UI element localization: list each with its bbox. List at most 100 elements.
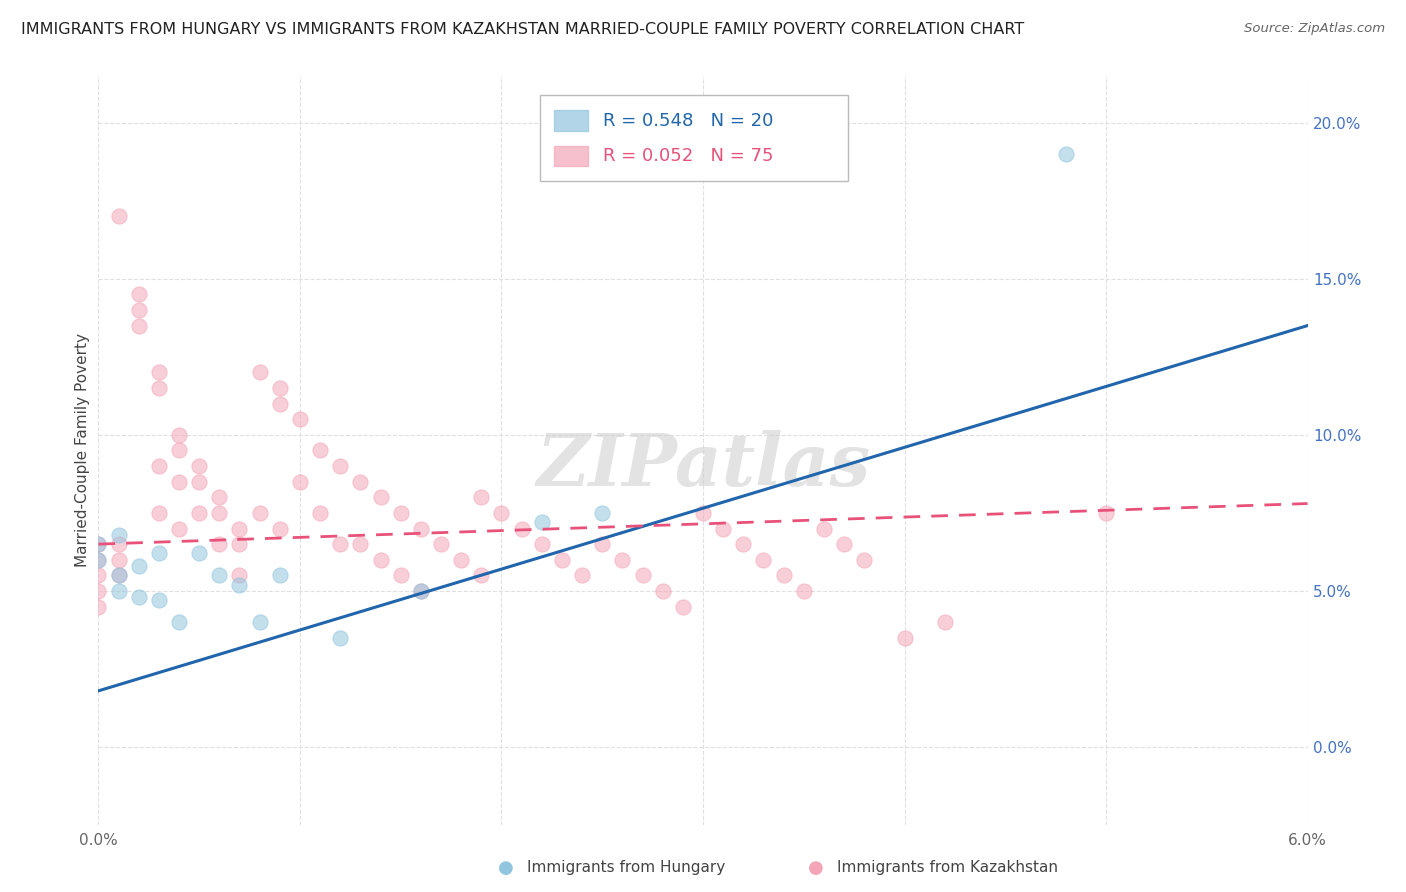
Point: [148, 593, 170, 607]
Point: [450, 552, 472, 567]
Point: [551, 552, 574, 567]
Point: [409, 521, 432, 535]
Point: [711, 521, 734, 535]
Point: [269, 521, 291, 535]
Point: [148, 506, 170, 520]
FancyBboxPatch shape: [540, 95, 848, 181]
Point: [107, 583, 129, 598]
Point: [87, 583, 110, 598]
Point: [249, 366, 271, 380]
Point: [87, 552, 110, 567]
Point: [228, 537, 250, 551]
Point: [249, 506, 271, 520]
Point: [752, 552, 775, 567]
Y-axis label: Married-Couple Family Poverty: Married-Couple Family Poverty: [75, 334, 90, 567]
Point: [813, 521, 835, 535]
Point: [128, 302, 150, 317]
Point: [148, 381, 170, 395]
Point: [87, 599, 110, 614]
Point: [167, 615, 190, 630]
Text: IMMIGRANTS FROM HUNGARY VS IMMIGRANTS FROM KAZAKHSTAN MARRIED-COUPLE FAMILY POVE: IMMIGRANTS FROM HUNGARY VS IMMIGRANTS FR…: [21, 22, 1025, 37]
Point: [772, 568, 794, 582]
Point: [188, 458, 211, 473]
Point: [208, 506, 231, 520]
Point: [309, 443, 332, 458]
Point: [128, 318, 150, 333]
Point: [107, 537, 129, 551]
Point: [733, 537, 755, 551]
Point: [208, 490, 231, 504]
Point: [107, 568, 129, 582]
Point: [188, 506, 211, 520]
Bar: [554, 145, 588, 167]
Point: [128, 591, 150, 605]
Point: [672, 599, 695, 614]
Point: [148, 546, 170, 561]
Point: [228, 568, 250, 582]
Point: [128, 287, 150, 301]
Point: [409, 583, 432, 598]
Point: [228, 578, 250, 592]
Point: [87, 537, 110, 551]
Point: [934, 615, 956, 630]
Point: [612, 552, 634, 567]
Point: [409, 583, 432, 598]
Point: [107, 209, 129, 223]
Text: ZIPatlas: ZIPatlas: [536, 430, 870, 501]
Point: [631, 568, 654, 582]
Point: [148, 458, 170, 473]
Point: [128, 558, 150, 574]
Text: R = 0.052   N = 75: R = 0.052 N = 75: [603, 147, 773, 165]
Point: [208, 537, 231, 551]
Point: [853, 552, 876, 567]
Point: [148, 366, 170, 380]
Point: [651, 583, 673, 598]
Point: [1054, 146, 1077, 161]
Text: ●: ●: [498, 859, 515, 877]
Point: [228, 521, 250, 535]
Point: [893, 631, 915, 645]
Point: [249, 615, 271, 630]
Point: [530, 515, 553, 529]
Text: R = 0.548   N = 20: R = 0.548 N = 20: [603, 112, 773, 129]
Point: [591, 537, 613, 551]
Point: [329, 537, 352, 551]
Point: [167, 443, 190, 458]
Bar: [554, 111, 588, 131]
Text: Immigrants from Hungary: Immigrants from Hungary: [527, 861, 725, 875]
Point: [329, 458, 352, 473]
Point: [470, 490, 492, 504]
Point: [389, 568, 412, 582]
Point: [167, 427, 190, 442]
Point: [793, 583, 815, 598]
Point: [288, 412, 311, 426]
Text: Source: ZipAtlas.com: Source: ZipAtlas.com: [1244, 22, 1385, 36]
Point: [470, 568, 492, 582]
Point: [188, 475, 211, 489]
Point: [288, 475, 311, 489]
Point: [269, 568, 291, 582]
Point: [832, 537, 855, 551]
Point: [87, 552, 110, 567]
Point: [349, 475, 371, 489]
Point: [107, 568, 129, 582]
Point: [167, 521, 190, 535]
Point: [389, 506, 412, 520]
Point: [269, 381, 291, 395]
Point: [208, 568, 231, 582]
Point: [329, 631, 352, 645]
Point: [107, 552, 129, 567]
Point: [370, 552, 392, 567]
Point: [188, 546, 211, 561]
Point: [87, 537, 110, 551]
Point: [571, 568, 593, 582]
Text: Immigrants from Kazakhstan: Immigrants from Kazakhstan: [837, 861, 1057, 875]
Point: [269, 396, 291, 410]
Point: [430, 537, 453, 551]
Point: [692, 506, 714, 520]
Point: [530, 537, 553, 551]
Point: [167, 475, 190, 489]
Point: [349, 537, 371, 551]
Point: [370, 490, 392, 504]
Point: [510, 521, 533, 535]
